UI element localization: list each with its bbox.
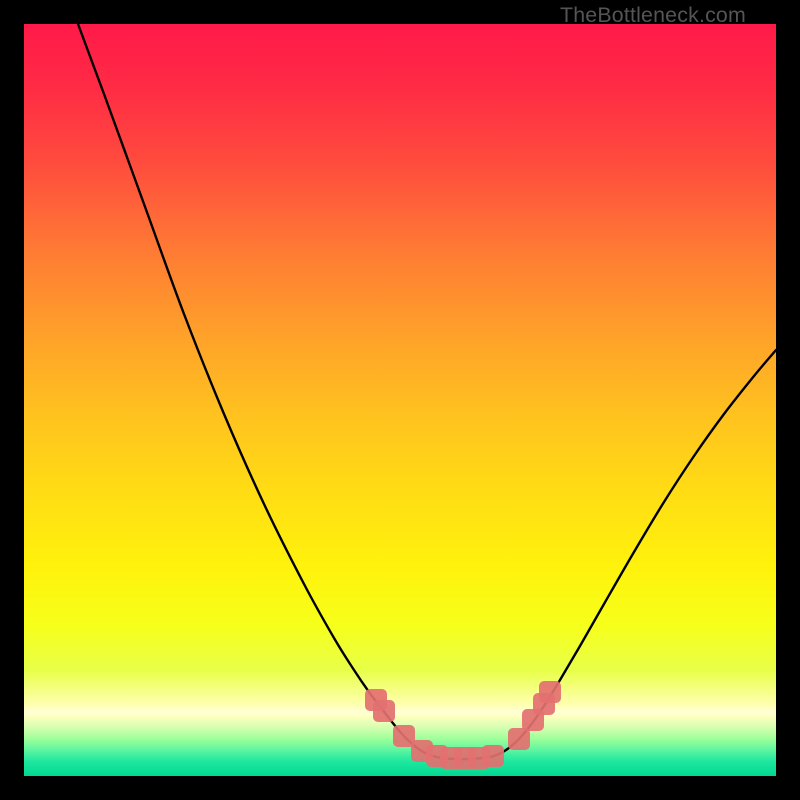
- curve-layer: [24, 24, 776, 776]
- plot-area: [24, 24, 776, 776]
- bottleneck-curve: [78, 24, 776, 759]
- watermark-text: TheBottleneck.com: [560, 3, 746, 28]
- curve-marker: [373, 700, 395, 722]
- curve-marker: [508, 728, 530, 750]
- curve-marker: [539, 681, 561, 703]
- curve-marker: [482, 745, 504, 767]
